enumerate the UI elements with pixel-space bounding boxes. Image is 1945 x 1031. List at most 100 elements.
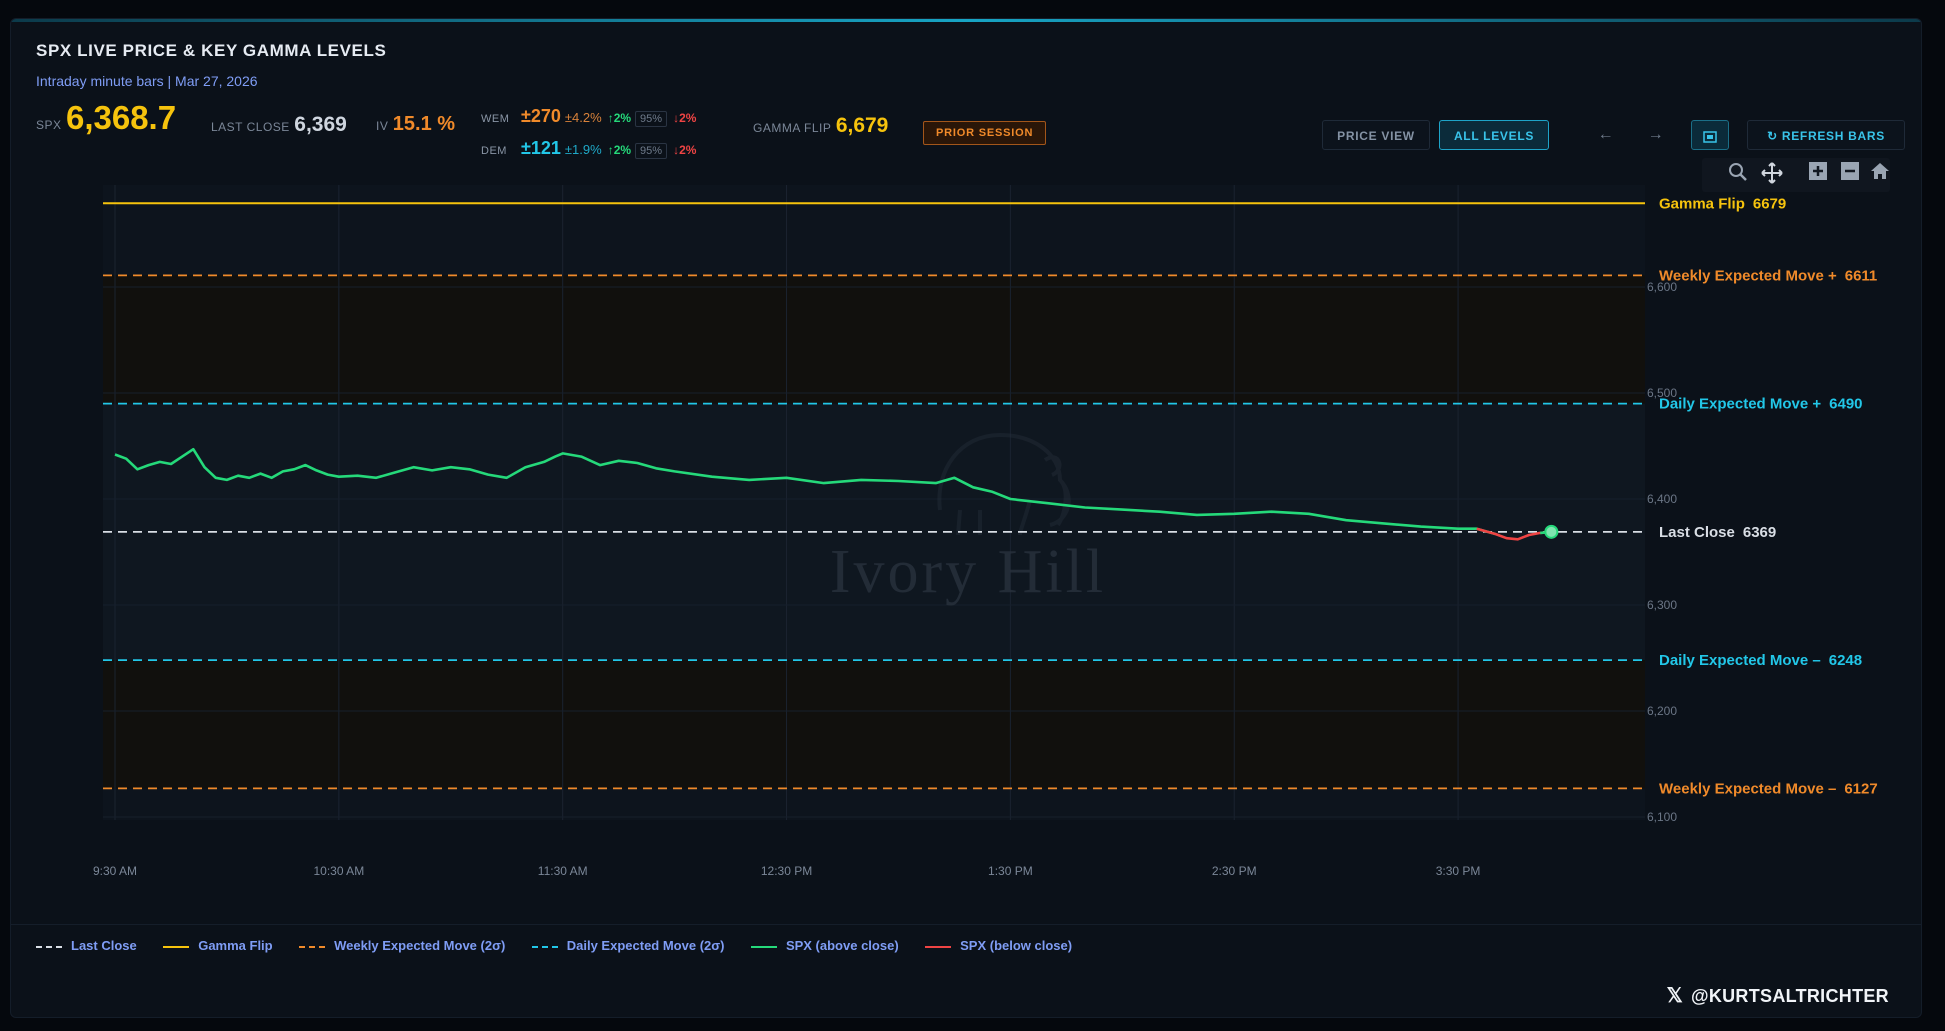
level-lines <box>103 202 1645 790</box>
legend-swatch <box>925 945 952 948</box>
last-price-marker <box>1544 524 1559 539</box>
dem-up: ↑2% <box>607 143 632 157</box>
arrow-right-icon[interactable]: → <box>1647 126 1665 143</box>
legend-swatch <box>36 945 62 948</box>
legend-label: Weekly Expected Move (2σ) <box>334 938 506 954</box>
legend-item: Last Close <box>36 938 137 953</box>
price-view-button[interactable]: PRICE VIEW <box>1322 120 1430 150</box>
legend-label: Last Close <box>71 938 137 954</box>
x-tick-label: 2:30 PM <box>1212 864 1257 878</box>
last-close-stat: LAST CLOSE 6,369 <box>211 113 347 137</box>
iv-value: 15.1 % <box>392 113 456 135</box>
y-tick-label: 6,300 <box>1647 598 1677 612</box>
spx-line-above-close <box>114 447 1496 536</box>
session-badge: PRIOR SESSION <box>923 121 1047 145</box>
legend-item: Weekly Expected Move (2σ) <box>299 938 505 953</box>
level-label-value: 6248 <box>1829 652 1862 669</box>
plot-toolbar <box>1702 158 1890 192</box>
legend-divider <box>11 924 1921 925</box>
gamma-flip-label: GAMMA FLIP <box>753 121 832 135</box>
wem-up: ↑2% <box>607 111 632 125</box>
level-label-value: 6127 <box>1844 780 1877 797</box>
legend-label: SPX (below close) <box>960 938 1073 954</box>
iv-stat: IV 15.1 % <box>376 113 455 136</box>
x-tick-label: 1:30 PM <box>988 864 1033 878</box>
y-tick-label: 6,600 <box>1647 280 1677 294</box>
last-close-value: 6,369 <box>294 113 347 136</box>
zoom-out-icon[interactable] <box>1838 162 1862 186</box>
y-tick-label: 6,200 <box>1647 704 1677 718</box>
spx-label: SPX <box>36 118 62 132</box>
home-icon[interactable] <box>1868 162 1892 186</box>
dem-row: DEM ±121 ±1.9% ↑2% 95% ↓2% <box>481 138 696 159</box>
level-label-value: 6369 <box>1743 524 1776 541</box>
level-label-name: Last Close <box>1659 524 1735 541</box>
chart-legend: Last Close Gamma Flip Weekly Expected Mo… <box>36 937 1094 957</box>
level-label-name: Daily Expected Move + <box>1659 396 1821 413</box>
pan-icon[interactable] <box>1760 162 1784 186</box>
gamma-flip-value: 6,679 <box>835 114 889 137</box>
level-label-name: Gamma Flip <box>1659 195 1745 212</box>
level-label: Daily Expected Move + 6490 <box>1659 396 1863 413</box>
legend-swatch <box>163 945 190 948</box>
level-label-value: 6611 <box>1845 267 1878 284</box>
zoom-in-icon[interactable] <box>1806 162 1830 186</box>
legend-item: SPX (below close) <box>925 938 1072 953</box>
all-levels-button[interactable]: ALL LEVELS <box>1439 120 1549 150</box>
iv-label: IV <box>376 119 389 133</box>
dem-conf: 95% <box>635 143 668 159</box>
arrow-left-icon[interactable]: ← <box>1597 126 1615 143</box>
level-label: Daily Expected Move – 6248 <box>1659 652 1862 669</box>
refresh-bars-button[interactable]: ↻ REFRESH BARS <box>1747 120 1905 150</box>
level-label-value: 6490 <box>1829 396 1862 413</box>
legend-swatch <box>531 945 558 948</box>
x-axis: 9:30 AM 10:30 AM 11:30 AM 12:30 PM 1:30 PM 2:… <box>93 864 1480 878</box>
x-tick-label: 3:30 PM <box>1436 864 1481 878</box>
legend-item: Daily Expected Move (2σ) <box>531 938 725 954</box>
page-title: SPX LIVE PRICE & KEY GAMMA LEVELS <box>36 41 387 60</box>
dem-down: ↓2% <box>673 143 697 157</box>
level-label-name: Weekly Expected Move – <box>1659 780 1836 797</box>
weekly-upper-band <box>103 275 1645 404</box>
spx-series <box>114 447 1559 541</box>
wem-conf: 95% <box>635 111 668 127</box>
wem-value: ±270 <box>521 106 561 126</box>
level-label-name: Weekly Expected Move + <box>1659 267 1837 284</box>
x-logo-icon: 𝕏 <box>1666 985 1683 1007</box>
x-tick-label: 10:30 AM <box>313 864 364 878</box>
watermark-text: Ivory Hill <box>830 538 1106 606</box>
accent-bar <box>11 19 1921 22</box>
wem-down: ↓2% <box>673 111 697 125</box>
page-subtitle: Intraday minute bars | Mar 27, 2026 <box>36 73 258 89</box>
y-axis: 6,100 6,200 6,300 6,400 6,500 6,600 <box>1647 280 1677 824</box>
x-tick-label: 11:30 AM <box>538 864 588 878</box>
level-label: Weekly Expected Move + 6611 <box>1659 267 1877 284</box>
y-tick-label: 6,400 <box>1647 492 1677 506</box>
spx-value: 6,368.7 <box>65 99 177 136</box>
y-tick-label: 6,100 <box>1647 810 1677 824</box>
fit-screen-icon[interactable] <box>1691 120 1729 150</box>
gamma-flip-stat: GAMMA FLIP 6,679 <box>753 114 888 138</box>
legend-label: Daily Expected Move (2σ) <box>566 938 725 954</box>
wem-label: WEM <box>481 113 510 125</box>
wem-row: WEM ±270 ±4.2% ↑2% 95% ↓2% <box>481 106 696 127</box>
zoom-icon[interactable] <box>1726 162 1750 186</box>
chart-grid <box>103 185 1645 820</box>
level-label-name: Daily Expected Move – <box>1659 652 1821 669</box>
level-label-value: 6679 <box>1753 195 1786 212</box>
level-label: Last Close 6369 <box>1659 524 1776 541</box>
weekly-lower-band <box>103 660 1645 789</box>
level-labels: Gamma Flip 6679 Weekly Expected Move + 6611… <box>1659 195 1878 797</box>
legend-item: Gamma Flip <box>163 938 273 954</box>
x-tick-label: 9:30 AM <box>93 864 137 878</box>
dem-pct: ±1.9% <box>564 142 602 157</box>
legend-label: Gamma Flip <box>198 938 273 954</box>
level-label: Gamma Flip 6679 <box>1659 195 1786 212</box>
legend-swatch <box>299 945 326 948</box>
spx-stat: SPX 6,368.7 <box>36 99 176 137</box>
legend-label: SPX (above close) <box>785 938 899 954</box>
level-label: Weekly Expected Move – 6127 <box>1659 780 1878 797</box>
wem-pct: ±4.2% <box>564 110 602 125</box>
dem-label: DEM <box>481 145 507 157</box>
